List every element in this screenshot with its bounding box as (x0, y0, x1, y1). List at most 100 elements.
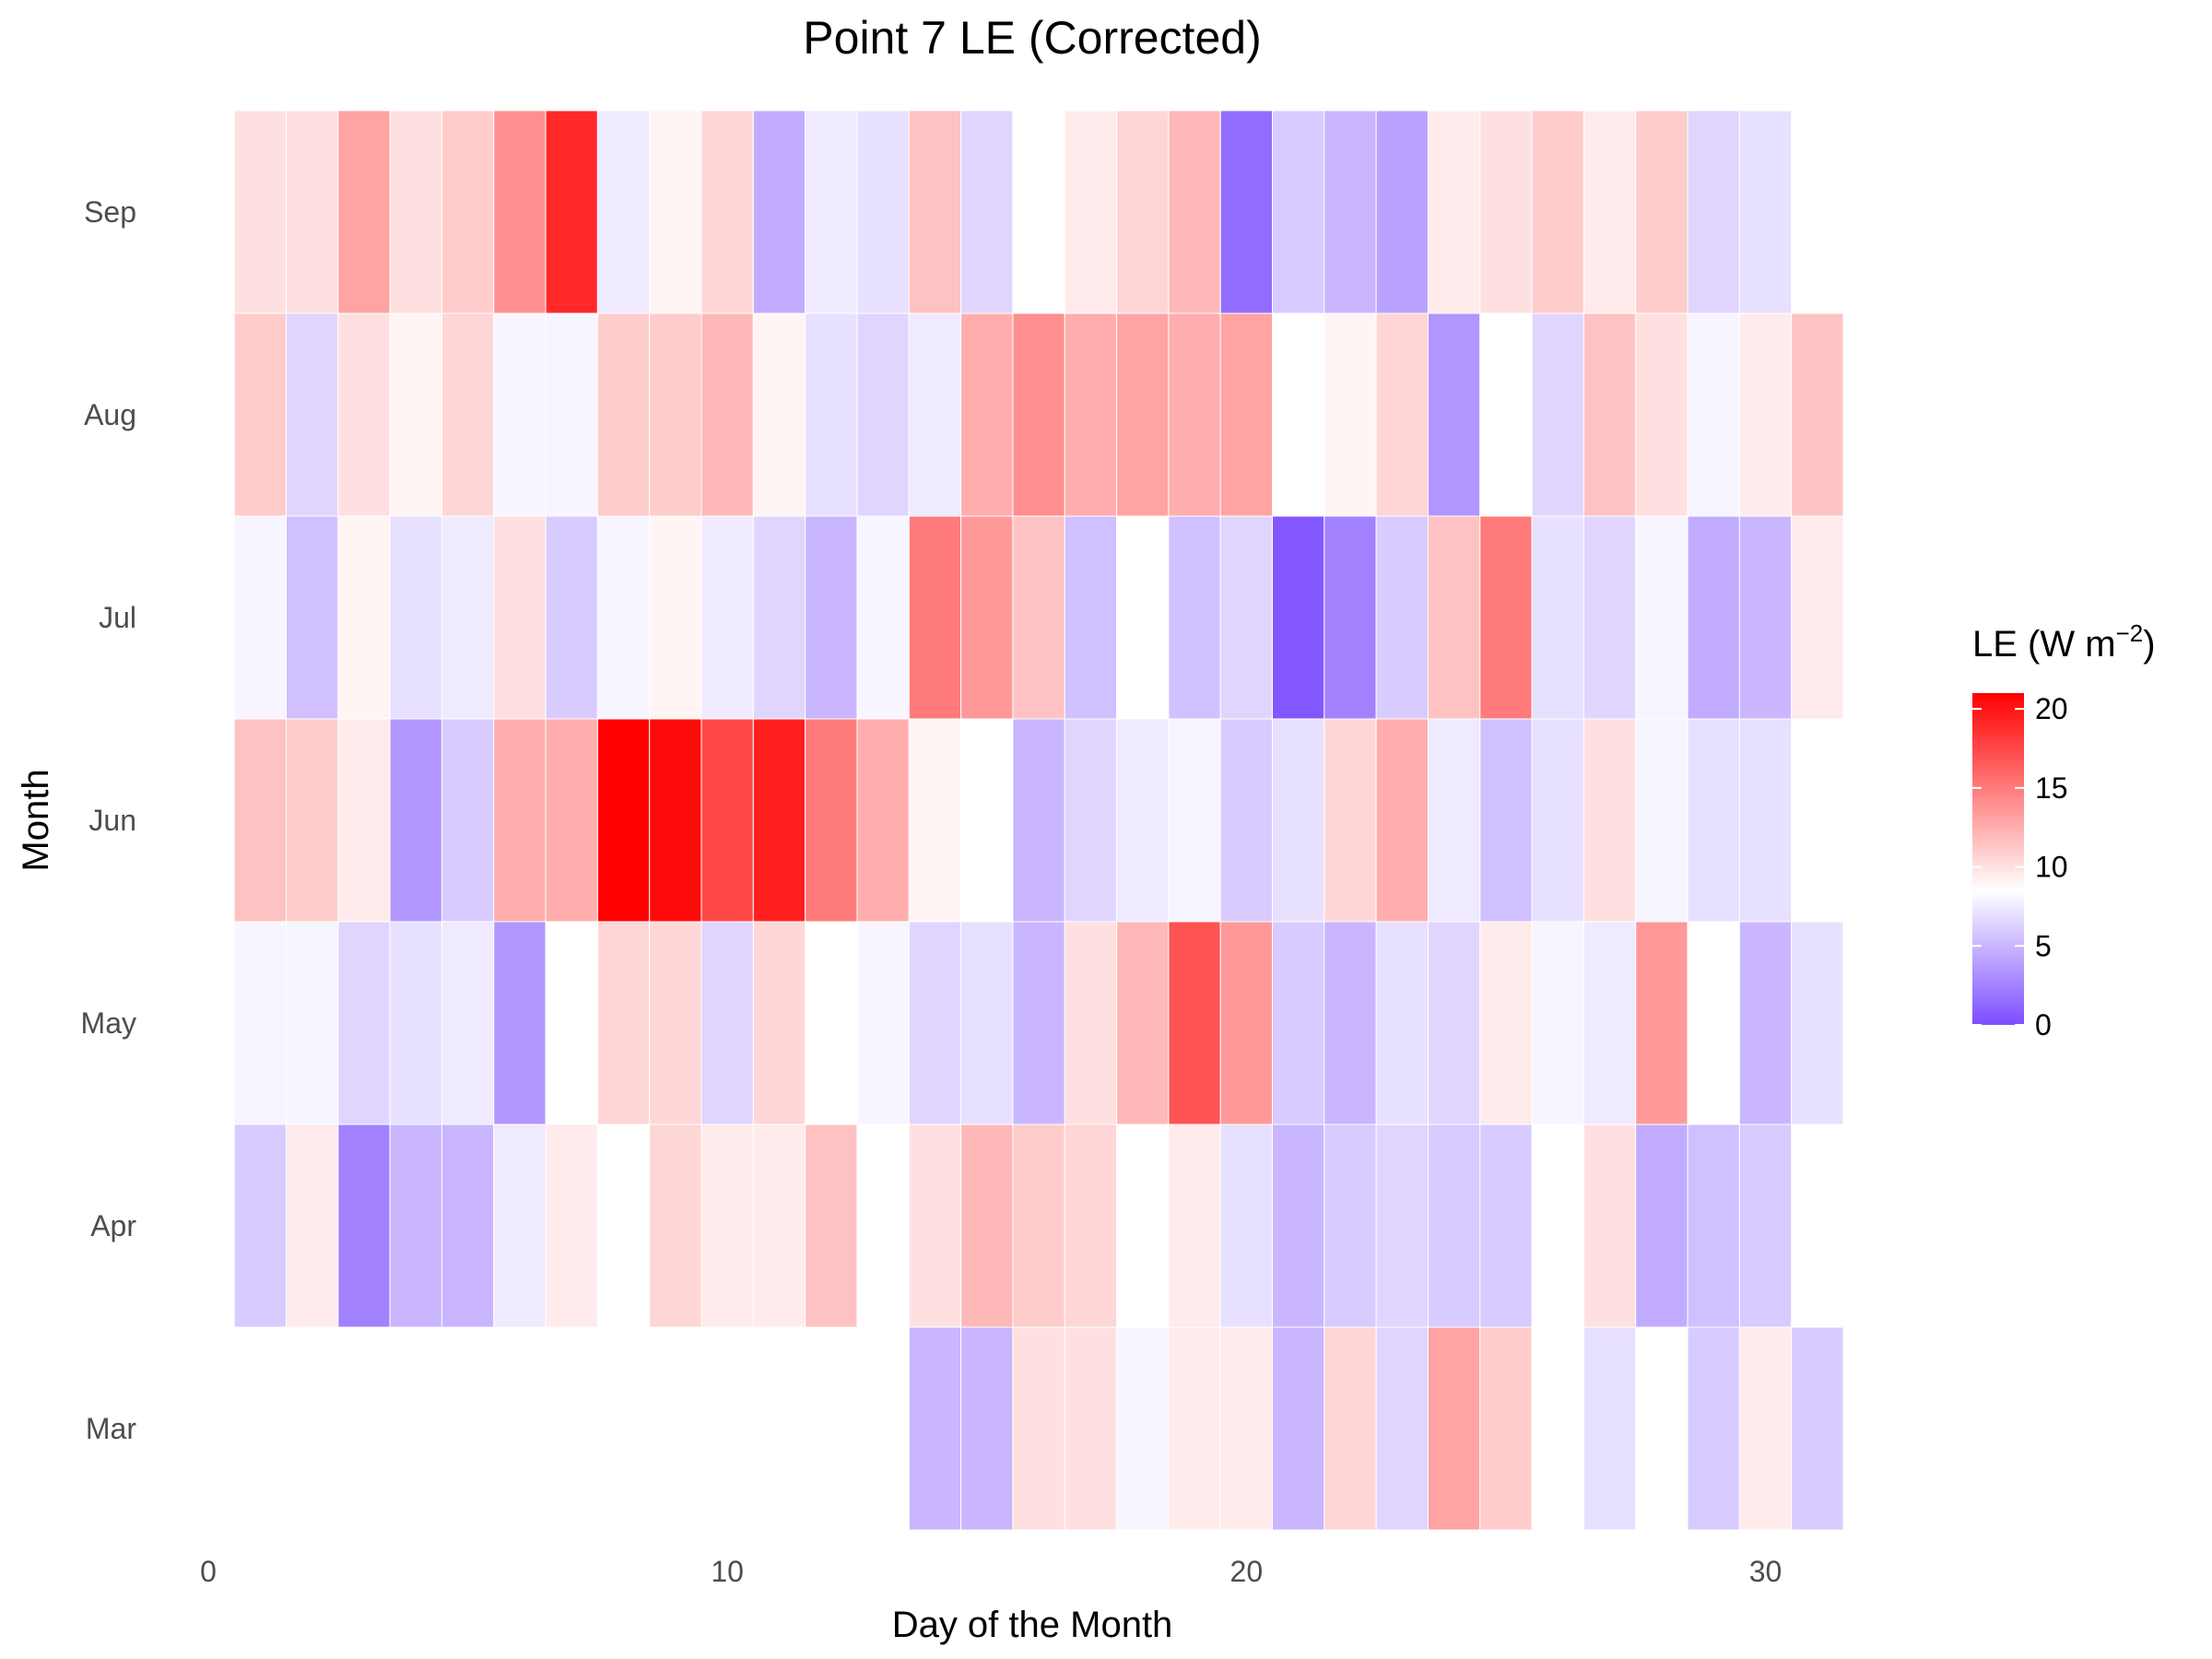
heatmap-cell-sep-23 (1375, 110, 1429, 314)
heatmap-cell-aug-23 (1375, 312, 1429, 517)
heatmap-cell-aug-17 (1064, 312, 1118, 517)
heatmap-cell-sep-16 (1012, 110, 1065, 314)
heatmap-cell-aug-25 (1479, 312, 1533, 517)
heatmap-cell-sep-13 (856, 110, 910, 314)
heatmap-cell-may-14 (908, 921, 962, 1125)
heatmap-cell-apr-5 (441, 1124, 495, 1328)
heatmap-cell-aug-4 (389, 312, 442, 517)
heatmap-cell-apr-19 (1168, 1124, 1221, 1328)
heatmap-cell-mar-21 (1272, 1326, 1325, 1531)
heatmap-cell-jun-5 (441, 718, 495, 923)
heatmap-cell-jun-4 (389, 718, 442, 923)
heatmap-cell-jun-7 (545, 718, 598, 923)
heatmap-cell-aug-12 (805, 312, 858, 517)
heatmap-cell-apr-26 (1531, 1124, 1584, 1328)
heatmap-cell-jun-16 (1012, 718, 1065, 923)
y-tick-label-jul: Jul (99, 601, 136, 634)
legend-title-superscript: −2 (2116, 619, 2144, 647)
heatmap-cell-may-7 (545, 921, 598, 1125)
heatmap-cell-jul-29 (1687, 515, 1740, 720)
heatmap-cell-jul-11 (752, 515, 806, 720)
heatmap-cell-apr-12 (805, 1124, 858, 1328)
x-axis-ticks: 0 10 20 30 (200, 1555, 1782, 1588)
heatmap-cell-aug-1 (233, 312, 287, 517)
heatmap-cell-aug-5 (441, 312, 495, 517)
heatmap-cell-apr-2 (285, 1124, 339, 1328)
x-tick-label-30: 30 (1749, 1555, 1783, 1588)
heatmap-cell-aug-11 (752, 312, 806, 517)
heatmap-cell-jul-15 (960, 515, 1014, 720)
x-axis-title: Day of the Month (892, 1605, 1173, 1645)
heatmap-cell-sep-10 (700, 110, 754, 314)
heatmap-cell-sep-15 (960, 110, 1014, 314)
heatmap-cell-may-31 (1791, 921, 1844, 1125)
heatmap-cell-apr-25 (1479, 1124, 1533, 1328)
heatmap-cell-apr-11 (752, 1124, 806, 1328)
heatmap-cell-mar-30 (1738, 1326, 1793, 1531)
heatmap-cell-sep-21 (1272, 110, 1325, 314)
heatmap-cell-may-27 (1583, 921, 1637, 1125)
heatmap-cell-apr-29 (1687, 1124, 1740, 1328)
y-tick-label-mar: Mar (86, 1412, 136, 1445)
heatmap-cell-mar-18 (1116, 1326, 1170, 1531)
heatmap-cell-aug-9 (649, 312, 702, 517)
heatmap-cell-aug-22 (1324, 312, 1377, 517)
heatmap-cell-jul-27 (1583, 515, 1637, 720)
heatmap-cell-jul-14 (908, 515, 962, 720)
heatmap-cell-apr-6 (493, 1124, 547, 1328)
heatmap-cell-aug-3 (337, 312, 391, 517)
heatmap-cell-may-9 (649, 921, 702, 1125)
heatmap-cell-aug-2 (285, 312, 339, 517)
heatmap-cell-jun-18 (1116, 718, 1170, 923)
heatmap-cell-may-22 (1324, 921, 1377, 1125)
heatmap-cell-mar-27 (1583, 1326, 1637, 1531)
heatmap-cell-sep-28 (1635, 110, 1688, 314)
y-tick-label-sep: Sep (84, 195, 136, 229)
heatmap-cell-mar-23 (1375, 1326, 1429, 1531)
heatmap-cell-aug-31 (1791, 312, 1844, 517)
heatmap-cell-apr-27 (1583, 1124, 1637, 1328)
x-tick-label-0: 0 (200, 1555, 217, 1588)
heatmap-cell-jun-29 (1687, 718, 1740, 923)
heatmap-cell-mar-24 (1427, 1326, 1481, 1531)
heatmap-cell-mar-31 (1791, 1326, 1844, 1531)
heatmap-cell-aug-28 (1635, 312, 1688, 517)
heatmap-cell-jul-10 (700, 515, 754, 720)
heatmap-cell-aug-29 (1687, 312, 1740, 517)
heatmap-cell-jun-11 (752, 718, 806, 923)
heatmap-cell-aug-26 (1531, 312, 1584, 517)
heatmap-cell-jul-30 (1738, 515, 1793, 720)
heatmap-cell-jun-10 (700, 718, 754, 923)
heatmap-cell-jul-2 (285, 515, 339, 720)
heatmap-cell-apr-3 (337, 1124, 391, 1328)
heatmap-cell-jun-12 (805, 718, 858, 923)
heatmap-cell-mar-25 (1479, 1326, 1533, 1531)
heatmap-cell-apr-23 (1375, 1124, 1429, 1328)
heatmap-cell-jul-13 (856, 515, 910, 720)
heatmap-cell-apr-20 (1219, 1124, 1274, 1328)
heatmap-cell-jun-17 (1064, 718, 1118, 923)
heatmap-cell-jun-26 (1531, 718, 1584, 923)
heatmap-cell-mar-28 (1635, 1326, 1688, 1531)
heatmap-cell-aug-13 (856, 312, 910, 517)
heatmap-cell-jul-19 (1168, 515, 1221, 720)
heatmap-cell-aug-14 (908, 312, 962, 517)
legend: LE (W m−2) 0 5 10 15 20 (1972, 619, 2156, 1041)
heatmap-cell-jul-21 (1272, 515, 1325, 720)
heatmap-cell-apr-15 (960, 1124, 1014, 1328)
heatmap-cell-may-6 (493, 921, 547, 1125)
heatmap-cell-mar-16 (1012, 1326, 1065, 1531)
legend-title-close: ) (2143, 624, 2155, 665)
heatmap-cell-jul-4 (389, 515, 442, 720)
heatmap-cell-sep-8 (596, 110, 651, 314)
heatmap-cell-jul-1 (233, 515, 287, 720)
heatmap-cell-jun-15 (960, 718, 1014, 923)
heatmap-cell-may-19 (1168, 921, 1221, 1125)
heatmap-cell-sep-1 (233, 110, 287, 314)
chart-title: Point 7 LE (Corrected) (803, 12, 1261, 64)
heatmap-cells (233, 110, 1844, 1531)
heatmap-cell-sep-19 (1168, 110, 1221, 314)
y-tick-label-may: May (81, 1006, 136, 1040)
heatmap-cell-jun-3 (337, 718, 391, 923)
heatmap-cell-jul-16 (1012, 515, 1065, 720)
